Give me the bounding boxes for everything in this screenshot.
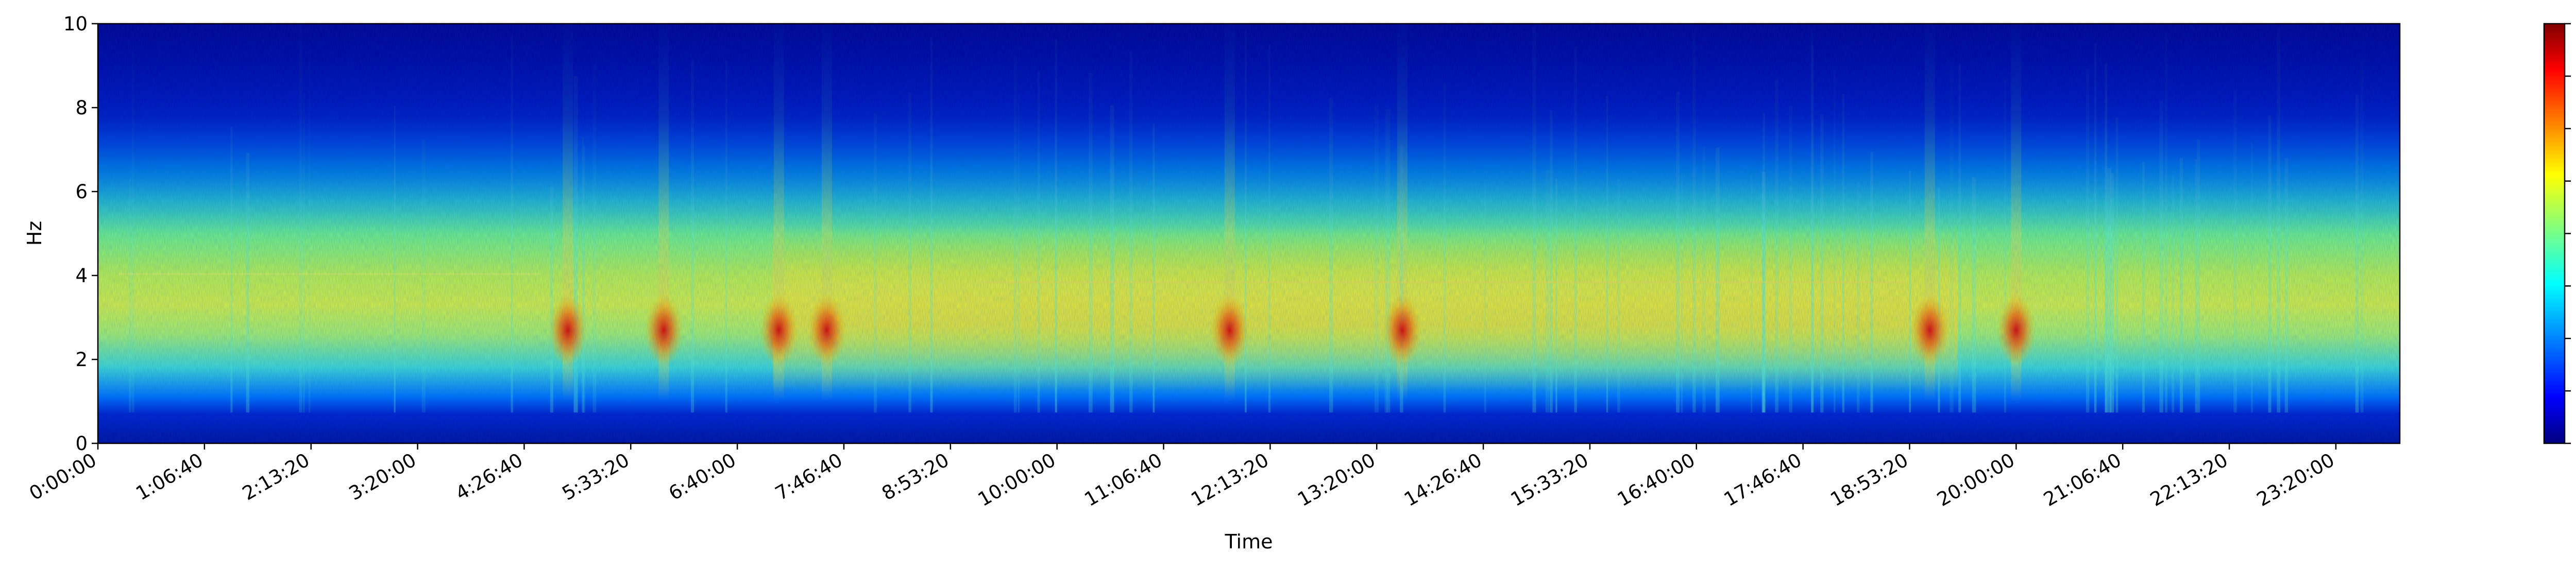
x-tick-label: 22:13:20 [2146, 449, 2231, 511]
y-tick-label: 10 [63, 13, 88, 35]
plot-frame [97, 23, 2401, 444]
x-tick-label: 11:06:40 [1081, 449, 1166, 511]
colorbar: +0 dB-10 dB-20 dB-30 dB-40 dB-50 dB-60 d… [2543, 23, 2571, 444]
y-tick-label: 0 [75, 433, 88, 455]
x-tick-label: 7:46:40 [771, 449, 846, 505]
x-tick-label: 3:20:00 [345, 449, 420, 505]
x-axis-label: Time [1225, 530, 1273, 553]
y-tick-label: 2 [75, 349, 88, 371]
x-tick-label: 10:00:00 [974, 449, 1059, 511]
x-tick-label: 6:40:00 [665, 449, 740, 505]
y-tick-label: 6 [75, 181, 88, 203]
x-tick-label: 0:00:00 [25, 449, 100, 505]
spectrogram-texture [98, 24, 2400, 443]
x-tick-label: 18:53:20 [1827, 449, 1912, 511]
x-tick-label: 4:26:40 [452, 449, 527, 505]
x-tick-label: 8:53:20 [878, 449, 953, 505]
x-tick-label: 5:33:20 [558, 449, 633, 505]
x-tick-label: 23:20:00 [2253, 449, 2338, 511]
x-tick-label: 14:26:40 [1400, 449, 1485, 511]
y-tick-label: 8 [75, 97, 88, 119]
x-tick-label: 20:00:00 [1933, 449, 2018, 511]
x-axis: 0:00:00 1:06:40 2:13:20 3:20:00 4:26:40 5:33:… [25, 443, 2338, 511]
colorbar-ticks: +0 dB-10 dB-20 dB-30 dB-40 dB-50 dB-60 d… [2565, 23, 2571, 444]
x-tick-label: 17:46:40 [1720, 449, 1805, 511]
x-tick-label: 2:13:20 [239, 449, 313, 505]
colorbar-gradient [2543, 23, 2566, 444]
x-tick-label: 21:06:40 [2040, 449, 2125, 511]
x-tick-label: 1:06:40 [132, 449, 207, 505]
x-tick-label: 13:20:00 [1294, 449, 1379, 511]
y-axis: 0 2 4 6 8 10 [63, 13, 98, 455]
y-tick-label: 4 [75, 265, 88, 287]
spectrogram-plot-area [98, 24, 2400, 443]
y-axis-label: Hz [23, 221, 46, 246]
x-tick-label: 15:33:20 [1507, 449, 1592, 511]
x-tick-label: 16:40:00 [1614, 449, 1699, 511]
x-tick-label: 12:13:20 [1187, 449, 1272, 511]
